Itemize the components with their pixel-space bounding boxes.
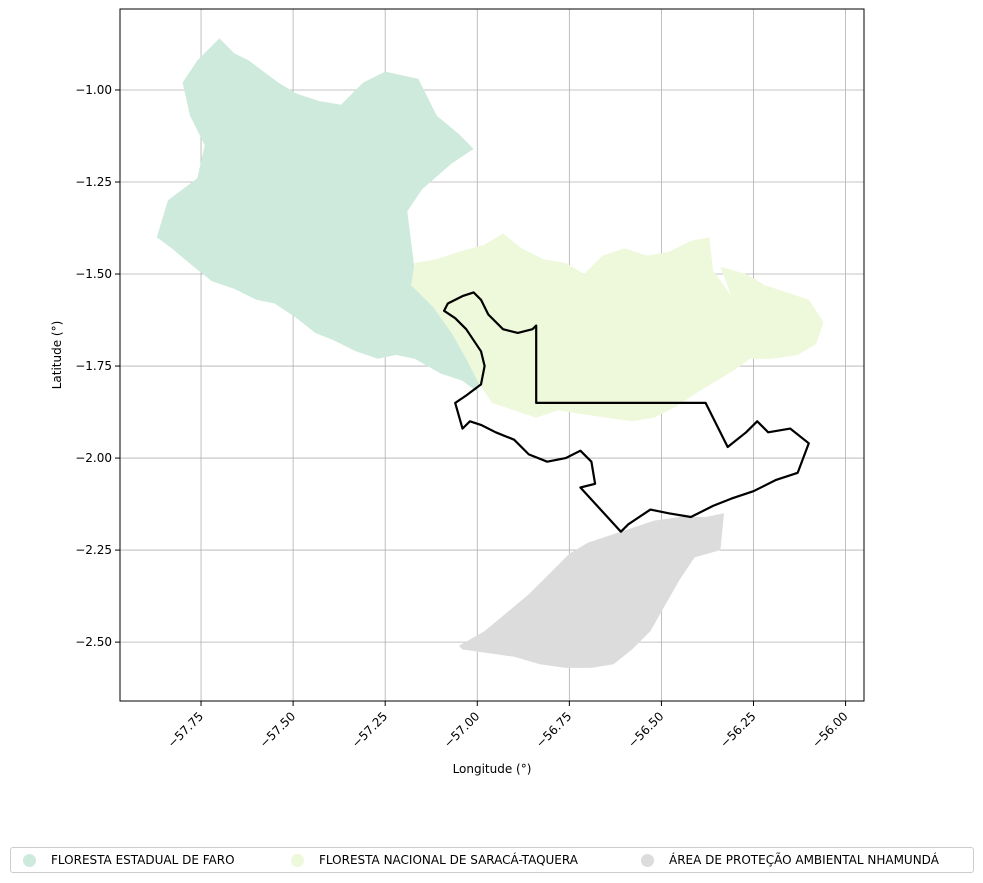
x-tick-label-5: −56.50 <box>625 709 666 750</box>
y-tick-label-2: −1.50 <box>75 267 112 281</box>
legend-label-saraca-taquera: FLORESTA NACIONAL DE SARACÁ-TAQUERA <box>319 853 578 867</box>
y-tick-label-3: −1.75 <box>75 359 112 373</box>
y-tick-label-0: −1.00 <box>75 83 112 97</box>
legend-label-nhamunda: ÁREA DE PROTEÇÃO AMBIENTAL NHAMUNDÁ <box>669 853 939 867</box>
region-area-de-protecao-ambiental-nhamunda <box>458 513 724 668</box>
x-tick-label-3: −57.00 <box>441 709 482 750</box>
x-tick-label-6: −56.25 <box>717 709 758 750</box>
y-tick-label-6: −2.50 <box>75 635 112 649</box>
x-tick-label-7: −56.00 <box>809 709 850 750</box>
x-axis-label: Longitude (°) <box>453 762 532 776</box>
y-axis-label: Latitude (°) <box>50 321 64 390</box>
legend: FLORESTA ESTADUAL DE FARO FLORESTA NACIO… <box>10 847 974 873</box>
legend-marker-saraca-taquera <box>291 853 304 867</box>
map-figure: −57.75 −57.50 −57.25 −57.00 −56.75 −56.50 −56.… <box>50 8 865 776</box>
region-floresta-estadual-de-faro <box>156 38 482 392</box>
region-floresta-nacional-de-saraca-taquera <box>411 233 824 422</box>
x-tick-label-2: −57.25 <box>349 709 390 750</box>
x-tick-label-0: −57.75 <box>165 709 206 750</box>
legend-item-saraca-taquera: FLORESTA NACIONAL DE SARACÁ-TAQUERA <box>279 853 629 867</box>
legend-label-faro: FLORESTA ESTADUAL DE FARO <box>51 853 235 867</box>
study-area-boundary <box>443 291 810 533</box>
boundary-outline <box>443 291 810 533</box>
x-tick-label-1: −57.50 <box>257 709 298 750</box>
plot-frame <box>119 8 865 702</box>
legend-marker-faro <box>23 853 36 867</box>
legend-marker-nhamunda <box>641 853 654 867</box>
y-tick-label-4: −2.00 <box>75 451 112 465</box>
y-tick-label-5: −2.25 <box>75 543 112 557</box>
legend-item-nhamunda: ÁREA DE PROTEÇÃO AMBIENTAL NHAMUNDÁ <box>629 853 939 867</box>
legend-item-faro: FLORESTA ESTADUAL DE FARO <box>11 853 279 867</box>
y-tick-label-1: −1.25 <box>75 175 112 189</box>
x-tick-label-4: −56.75 <box>533 709 574 750</box>
protected-areas <box>156 38 824 668</box>
